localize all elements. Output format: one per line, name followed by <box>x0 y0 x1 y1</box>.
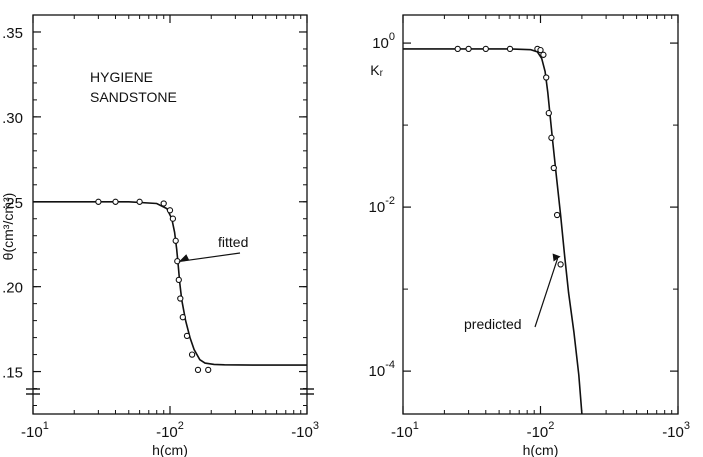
series-line <box>403 48 583 415</box>
data-point <box>537 46 544 54</box>
data-point <box>548 134 555 141</box>
y-tick-label: 10-4 <box>369 359 395 380</box>
data-point <box>540 51 547 58</box>
data-point <box>543 74 550 81</box>
x-tick-label: -101 <box>391 420 419 441</box>
data-point <box>95 198 102 205</box>
x-tick-label: -103 <box>662 420 690 441</box>
data-point <box>553 211 561 219</box>
y-tick-label: .35 <box>2 25 23 42</box>
annotation-arrow <box>534 258 559 328</box>
data-point <box>194 366 202 374</box>
y-tick-label: .25 <box>2 195 23 212</box>
annotation-arrow <box>181 252 241 262</box>
data-point <box>482 45 489 53</box>
y-tick-label: .20 <box>2 280 23 297</box>
data-point <box>166 207 174 214</box>
y-axis-label: θ(cm³/cm³) <box>0 193 16 261</box>
data-point <box>557 261 564 268</box>
panel-2: -101 -102 -103 100 10-2 10-4 h(cm) Kᵣ predicted <box>369 14 690 457</box>
data-point <box>172 237 179 244</box>
data-point <box>136 198 143 205</box>
series-line <box>33 201 307 366</box>
panel-title-line: HYGIENE <box>90 69 153 85</box>
data-point <box>188 351 196 358</box>
data-point <box>174 258 181 265</box>
data-point <box>169 215 177 222</box>
data-point <box>183 332 191 340</box>
data-point <box>506 45 514 53</box>
data-point <box>545 109 552 117</box>
plot-frame <box>402 14 679 415</box>
data-point <box>160 200 167 207</box>
data-point <box>112 198 119 205</box>
annotation-label: predicted <box>464 316 522 332</box>
x-tick-label: -102 <box>527 420 555 441</box>
y-tick-label: .30 <box>2 110 23 127</box>
y-tick-label: 100 <box>372 31 395 52</box>
y-tick-label: 10-2 <box>369 195 395 216</box>
data-point <box>175 276 182 284</box>
arrow-head <box>552 253 561 262</box>
panel-title-line: SANDSTONE <box>90 89 177 105</box>
data-point <box>550 164 557 172</box>
data-point <box>177 295 184 302</box>
x-axis-label: h(cm) <box>152 442 188 457</box>
data-point <box>205 366 212 374</box>
annotation-label: fitted <box>218 234 248 250</box>
data-point <box>454 45 461 53</box>
data-point <box>465 45 472 53</box>
y-axis-label: Kᵣ <box>370 62 383 78</box>
data-point <box>179 314 186 321</box>
panel-1: -101 -102 -103 .15 .20 .25 .30 .35 h(cm) θ(cm³/cm… <box>0 14 319 457</box>
x-tick-label: -103 <box>291 420 319 441</box>
arrow-head <box>178 254 190 263</box>
y-tick-label: .15 <box>2 365 23 382</box>
x-axis-label: h(cm) <box>523 442 559 457</box>
x-tick-label: -102 <box>156 420 184 441</box>
x-tick-label: -101 <box>21 420 49 441</box>
